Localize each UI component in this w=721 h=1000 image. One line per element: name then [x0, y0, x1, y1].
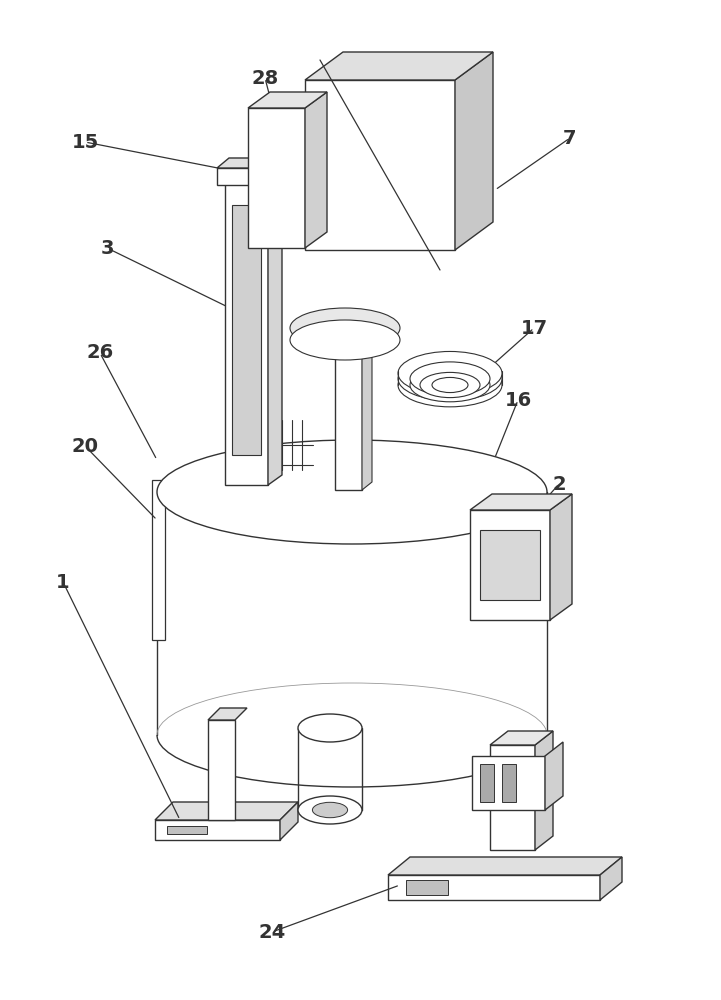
Ellipse shape	[410, 368, 490, 402]
Ellipse shape	[290, 308, 400, 348]
Polygon shape	[248, 92, 327, 108]
Text: 26: 26	[87, 344, 114, 362]
Ellipse shape	[432, 377, 468, 393]
Polygon shape	[232, 205, 261, 455]
Polygon shape	[490, 731, 553, 745]
Polygon shape	[472, 756, 545, 810]
Text: 15: 15	[71, 132, 99, 151]
Polygon shape	[305, 92, 327, 248]
Ellipse shape	[298, 796, 362, 824]
Polygon shape	[502, 764, 516, 802]
Ellipse shape	[398, 351, 502, 395]
Text: 17: 17	[521, 318, 547, 338]
Polygon shape	[248, 108, 305, 248]
Ellipse shape	[420, 372, 480, 398]
Polygon shape	[550, 494, 572, 620]
Polygon shape	[152, 480, 165, 640]
Polygon shape	[305, 80, 455, 250]
Text: 28: 28	[252, 68, 278, 88]
Text: 16: 16	[505, 390, 531, 410]
Polygon shape	[305, 52, 493, 80]
Polygon shape	[545, 742, 563, 810]
Polygon shape	[388, 875, 600, 900]
Polygon shape	[155, 820, 280, 840]
Polygon shape	[388, 857, 622, 875]
Polygon shape	[470, 494, 572, 510]
Text: 2: 2	[552, 475, 566, 493]
Polygon shape	[268, 165, 282, 485]
Polygon shape	[208, 708, 247, 720]
Polygon shape	[225, 175, 268, 485]
Polygon shape	[480, 530, 540, 600]
Ellipse shape	[398, 357, 502, 401]
Polygon shape	[470, 510, 550, 620]
Ellipse shape	[398, 363, 502, 407]
Polygon shape	[167, 826, 207, 834]
Ellipse shape	[157, 440, 547, 544]
Text: 7: 7	[563, 128, 577, 147]
Ellipse shape	[315, 328, 375, 352]
Polygon shape	[335, 330, 362, 490]
Polygon shape	[600, 857, 622, 900]
Text: 1: 1	[56, 572, 70, 591]
Polygon shape	[217, 168, 276, 185]
Text: 6: 6	[425, 68, 439, 88]
Polygon shape	[280, 802, 298, 840]
Ellipse shape	[303, 324, 387, 356]
Polygon shape	[155, 802, 298, 820]
Polygon shape	[455, 52, 493, 250]
Ellipse shape	[298, 714, 362, 742]
Polygon shape	[208, 720, 235, 820]
Ellipse shape	[410, 362, 490, 395]
Polygon shape	[225, 165, 282, 175]
Polygon shape	[406, 880, 448, 895]
Text: 3: 3	[100, 238, 114, 257]
Polygon shape	[490, 745, 535, 850]
Polygon shape	[480, 764, 494, 802]
Polygon shape	[157, 492, 547, 735]
Ellipse shape	[290, 320, 400, 360]
Text: 20: 20	[71, 436, 99, 456]
Ellipse shape	[312, 802, 348, 818]
Polygon shape	[362, 322, 372, 490]
Text: 24: 24	[258, 922, 286, 942]
Polygon shape	[217, 158, 288, 168]
Polygon shape	[535, 731, 553, 850]
Ellipse shape	[303, 314, 387, 346]
